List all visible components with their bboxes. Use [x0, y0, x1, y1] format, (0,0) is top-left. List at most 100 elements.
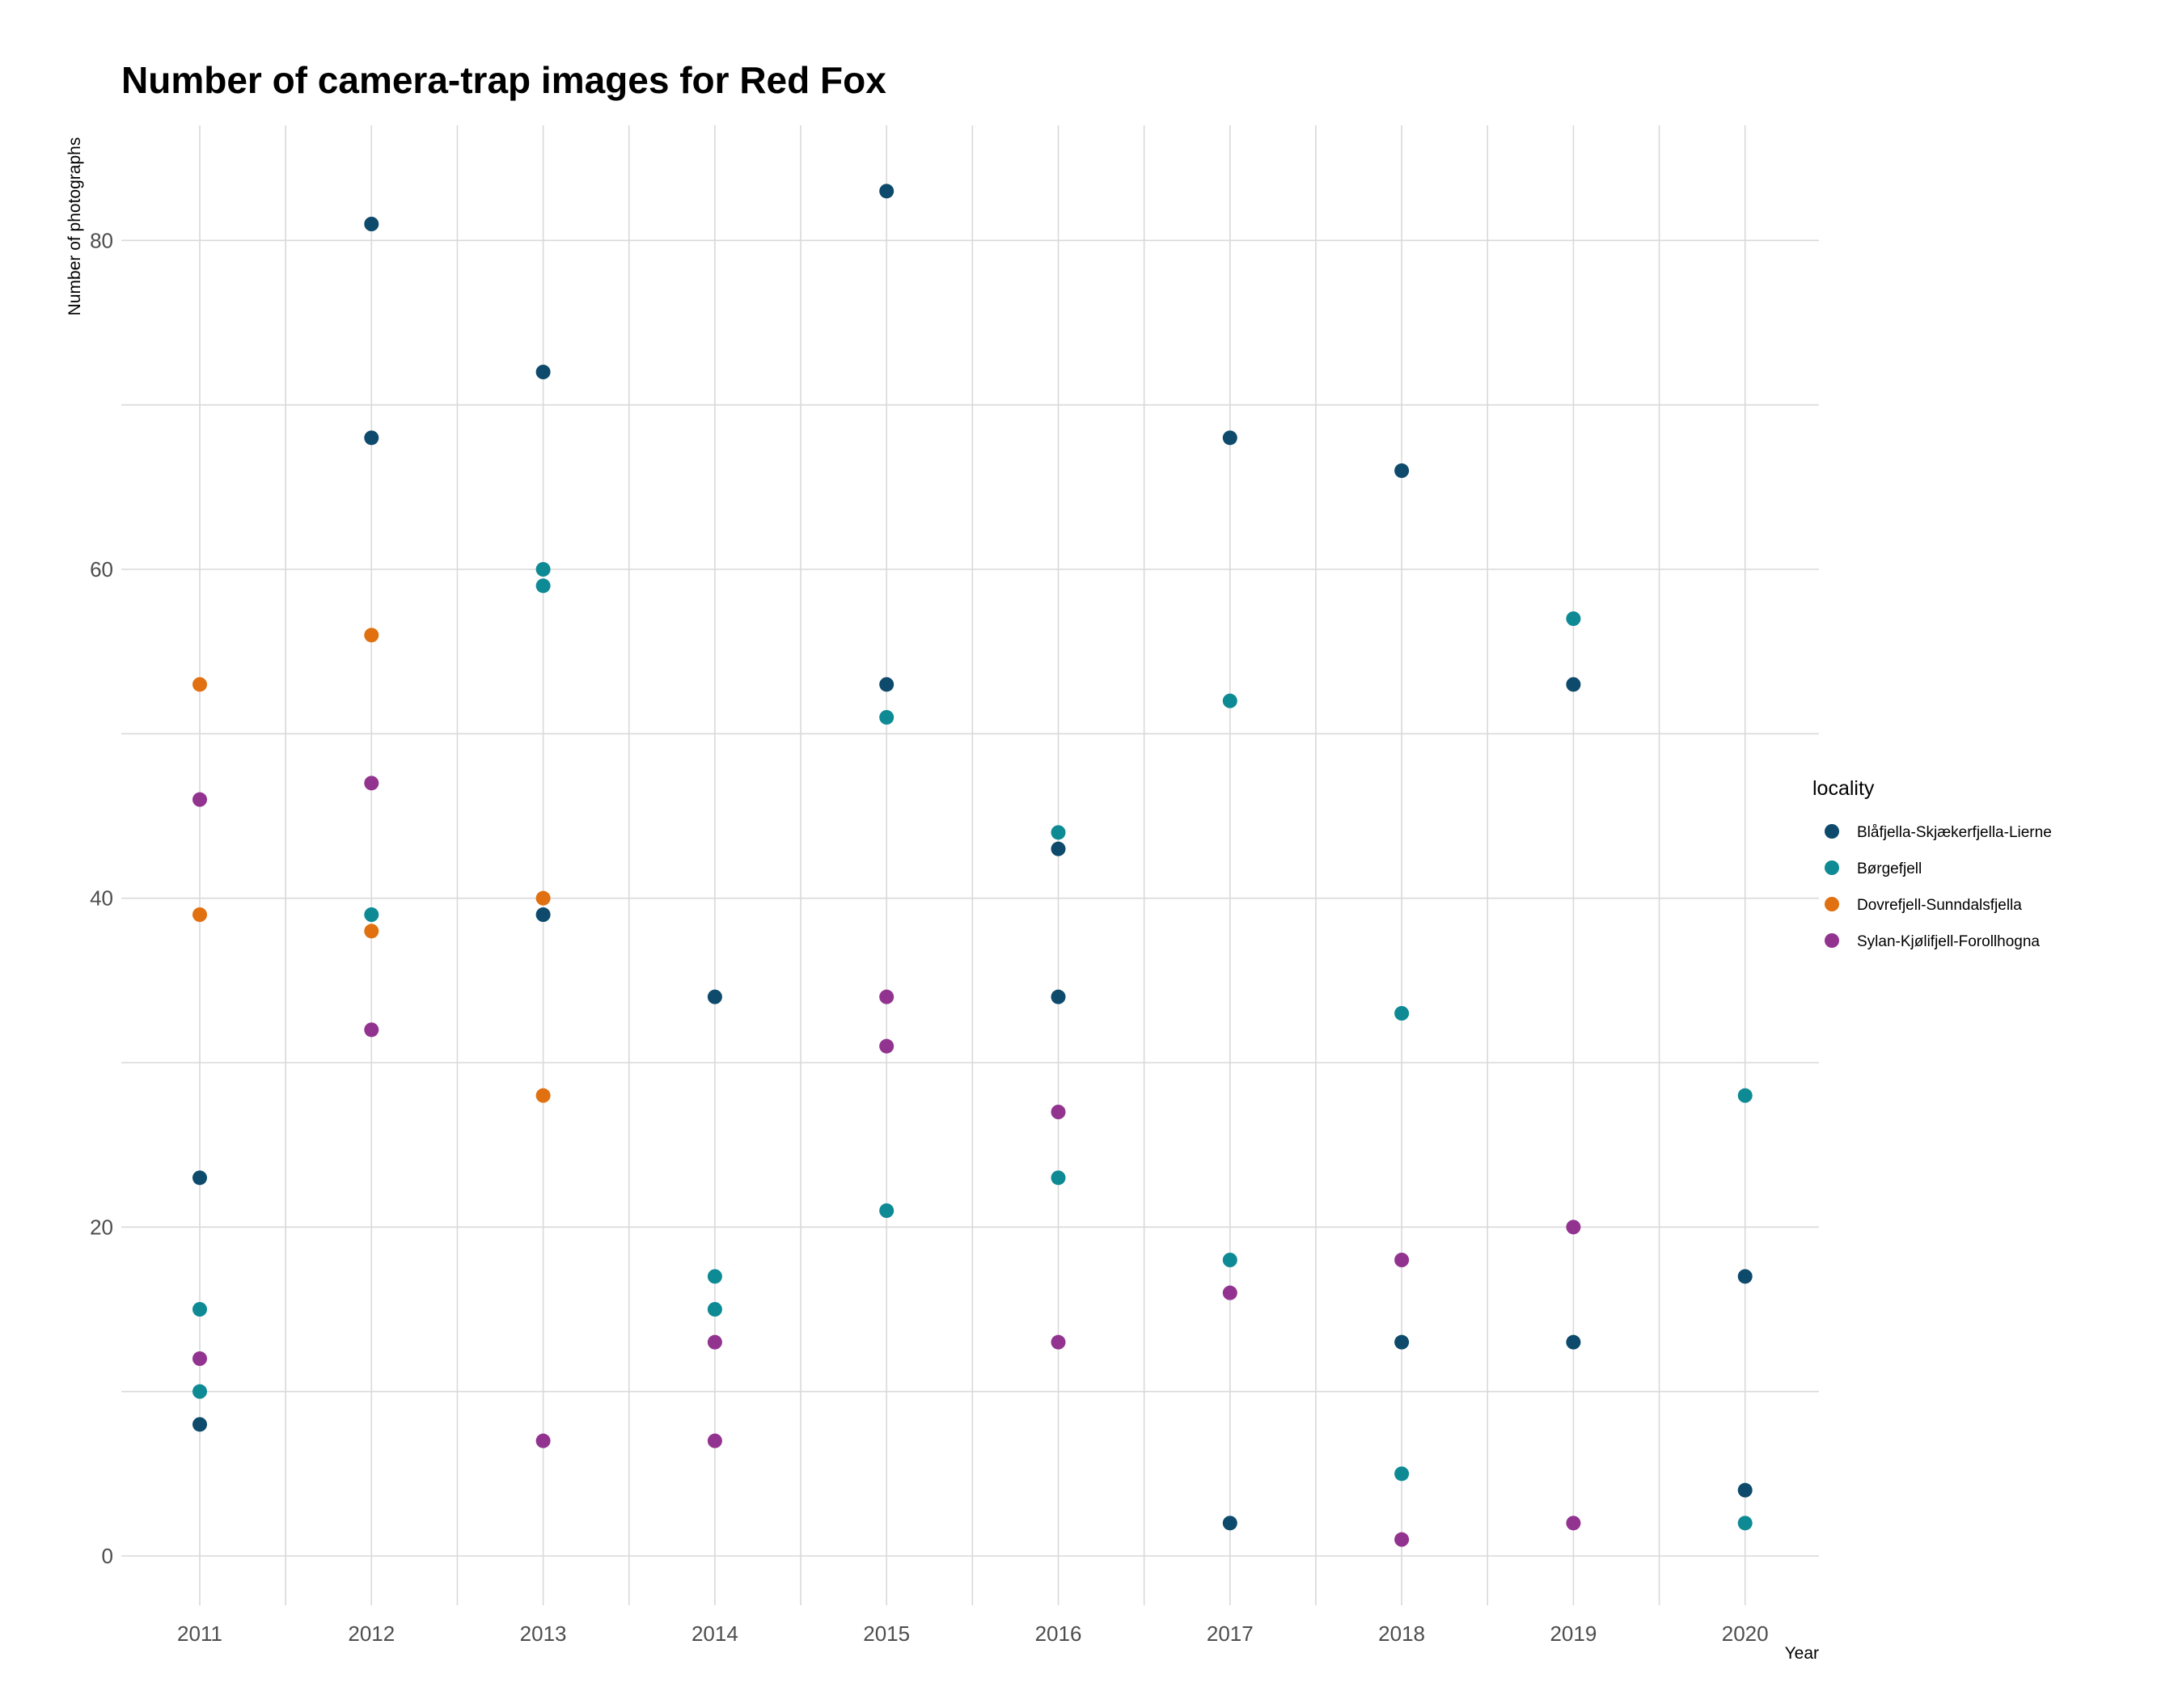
data-point	[192, 907, 207, 922]
series-3	[192, 776, 1581, 1547]
legend-key	[1825, 824, 1839, 839]
data-point	[364, 776, 379, 791]
chart-title: Number of camera-trap images for Red Fox	[121, 59, 886, 101]
data-point	[192, 1417, 207, 1432]
x-tick-label: 2017	[1207, 1621, 1254, 1646]
legend-key	[1825, 860, 1839, 875]
y-tick-label: 20	[90, 1215, 113, 1239]
data-point	[364, 430, 379, 446]
legend-title: locality	[1812, 777, 1875, 800]
data-point	[1566, 677, 1581, 692]
y-axis-label: Number of photographs	[66, 137, 84, 316]
data-point	[707, 1302, 722, 1317]
data-point	[1394, 463, 1410, 478]
legend-key	[1825, 933, 1839, 948]
data-point	[1737, 1482, 1753, 1498]
data-point	[192, 792, 207, 807]
series-2	[192, 628, 551, 1103]
legend-item: Sylan-Kjølifjell-Forollhogna	[1825, 933, 2040, 950]
y-tick-label: 0	[102, 1544, 113, 1568]
data-point	[192, 677, 207, 692]
x-tick-label: 2020	[1722, 1621, 1769, 1646]
data-point	[364, 907, 379, 922]
data-point	[1051, 1170, 1066, 1186]
data-point	[879, 1203, 895, 1218]
data-point	[707, 989, 722, 1004]
y-axis-ticks: 0 20 40 60 80	[90, 228, 113, 1568]
y-tick-label: 40	[90, 886, 113, 911]
x-tick-label: 2018	[1378, 1621, 1425, 1646]
data-points	[192, 184, 1753, 1547]
data-point	[364, 217, 379, 231]
data-point	[364, 1022, 379, 1038]
data-point	[879, 710, 895, 725]
legend-item: Blåfjella-Skjækerfjella-Lierne	[1825, 824, 2052, 841]
x-tick-label: 2011	[177, 1621, 222, 1646]
legend-key	[1825, 897, 1839, 911]
data-point	[535, 562, 551, 577]
x-tick-label: 2012	[348, 1621, 395, 1646]
data-point	[1051, 1334, 1066, 1350]
data-point	[1737, 1269, 1753, 1284]
data-point	[1394, 1532, 1410, 1547]
data-point	[1566, 611, 1581, 626]
x-axis-label: Year	[1785, 1644, 1819, 1663]
data-point	[707, 1269, 722, 1284]
data-point	[1566, 1220, 1581, 1235]
data-point	[535, 907, 551, 922]
x-tick-label: 2019	[1550, 1621, 1597, 1646]
legend-label: Børgefjell	[1857, 860, 1922, 877]
x-tick-label: 2013	[520, 1621, 567, 1646]
data-point	[879, 184, 895, 199]
data-point	[535, 890, 551, 906]
y-tick-label: 60	[90, 557, 113, 581]
legend-label: Dovrefjell-Sunndalsfjella	[1857, 897, 2022, 914]
data-point	[192, 1384, 207, 1399]
data-point	[879, 989, 895, 1004]
data-point	[1566, 1334, 1581, 1350]
x-tick-label: 2015	[863, 1621, 910, 1646]
data-point	[1737, 1516, 1753, 1531]
series-0	[192, 184, 1753, 1531]
legend-label: Blåfjella-Skjækerfjella-Lierne	[1857, 824, 2052, 841]
legend-item: Dovrefjell-Sunndalsfjella	[1825, 897, 2022, 914]
legend-item: Børgefjell	[1825, 860, 1922, 877]
data-point	[707, 1334, 722, 1350]
data-point	[1051, 841, 1066, 856]
data-point	[1394, 1006, 1410, 1021]
data-point	[535, 578, 551, 594]
legend: locality Blåfjella-Skjækerfjella-LierneB…	[1812, 777, 2052, 950]
data-point	[535, 365, 551, 379]
data-point	[879, 1038, 895, 1054]
data-point	[535, 1088, 551, 1103]
x-tick-label: 2014	[692, 1621, 738, 1646]
data-point	[1737, 1088, 1753, 1103]
legend-label: Sylan-Kjølifjell-Forollhogna	[1857, 933, 2040, 950]
data-point	[192, 1170, 207, 1186]
series-1	[192, 562, 1753, 1531]
data-point	[1222, 693, 1237, 708]
data-point	[1394, 1466, 1410, 1482]
legend-items: Blåfjella-Skjækerfjella-Lierne Børgefjell…	[1825, 824, 2052, 950]
x-tick-label: 2016	[1035, 1621, 1082, 1646]
data-point	[1051, 825, 1066, 840]
data-point	[364, 628, 379, 643]
data-point	[707, 1433, 722, 1448]
data-point	[1394, 1334, 1410, 1350]
data-point	[1051, 1105, 1066, 1119]
grid-layer	[121, 125, 1819, 1605]
data-point	[535, 1433, 551, 1448]
data-point	[1222, 430, 1237, 446]
data-point	[879, 677, 895, 692]
data-point	[1222, 1516, 1237, 1531]
data-point	[1222, 1285, 1237, 1300]
data-point	[1222, 1253, 1237, 1267]
x-axis-ticks: 2011 2012 2013 2014 2015 2016 2017 2018 2019 2020	[177, 1621, 1769, 1646]
data-point	[192, 1302, 207, 1317]
data-point	[364, 924, 379, 939]
data-point	[1394, 1253, 1410, 1267]
data-point	[192, 1351, 207, 1366]
data-point	[1051, 989, 1066, 1004]
